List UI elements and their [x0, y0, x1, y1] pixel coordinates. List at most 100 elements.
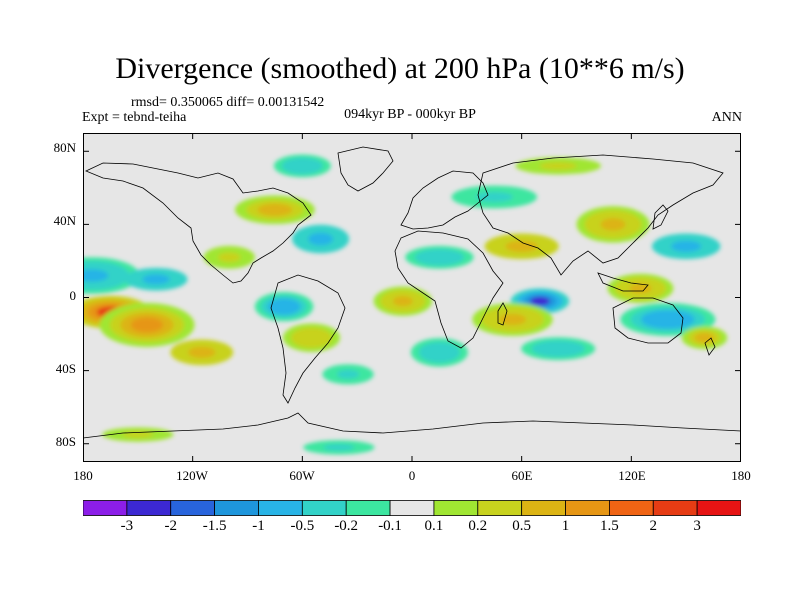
x-tick-label-60e: 60E: [511, 468, 533, 483]
colorbar-label: -1: [252, 518, 265, 534]
coast-australia: [612, 297, 684, 344]
anomaly-contour: [426, 346, 452, 359]
anomaly-contour: [498, 313, 527, 326]
experiment-label: Expt = tebnd-teiha: [82, 110, 187, 125]
period-label: 094kyr BP - 000kyr BP: [344, 107, 476, 122]
anomaly-blob: [515, 157, 601, 175]
coast-south-america: [270, 274, 346, 404]
axis-ticks: [83, 133, 741, 462]
anomaly-blob: [651, 233, 721, 260]
colorbar-swatch: [83, 500, 128, 516]
colorbar-swatch: [477, 500, 523, 516]
anomaly-blob: [282, 323, 340, 352]
anomaly-contour: [289, 160, 315, 171]
y-tick-label-eq: 0: [69, 288, 77, 303]
anomaly-contour: [142, 274, 170, 285]
x-tick-label-180w: 180: [73, 468, 93, 483]
anomaly-blob: [472, 302, 553, 336]
anomaly-contour: [651, 313, 685, 326]
colorbar-swatch: [433, 500, 479, 516]
anomaly-blob: [521, 337, 596, 361]
colorbar-label: -0.1: [378, 518, 402, 534]
colorbar-swatch: [696, 500, 741, 516]
anomaly-contour: [299, 331, 324, 344]
colorbar-label: 1.5: [600, 518, 619, 534]
anomaly-layer: [83, 154, 728, 455]
anomaly-blob: [510, 288, 570, 314]
season-label: ANN: [711, 110, 742, 125]
colorbar-label: 0.1: [424, 518, 444, 534]
x-tick-label-120e: 120E: [618, 468, 646, 483]
anomaly-blob: [607, 273, 674, 303]
anomaly-contour: [83, 269, 109, 282]
coast-north-america: [85, 162, 312, 284]
y-tick-label-80n: 80N: [53, 140, 76, 155]
colorbar-swatch: [258, 500, 303, 516]
colorbar-swatch: [521, 500, 566, 516]
anomaly-contour: [336, 369, 360, 379]
colorbar-swatch: [214, 500, 259, 516]
anomaly-blob: [124, 267, 188, 291]
anomaly-blob: [681, 326, 728, 350]
colorbar-swatch: [126, 500, 172, 516]
anomaly-contour: [424, 252, 455, 263]
colorbar-label: 3: [693, 518, 701, 534]
colorbar-label: 0.2: [468, 518, 488, 534]
x-tick-label-60w: 60W: [289, 468, 315, 483]
anomaly-blob: [373, 286, 433, 316]
anomaly-contour: [257, 203, 293, 216]
anomaly-contour: [539, 162, 577, 170]
anomaly-contour: [323, 444, 355, 451]
colorbar-swatch: [652, 500, 698, 516]
x-tick-label-0: 0: [408, 468, 416, 483]
anomaly-contour: [694, 332, 715, 343]
stats-line: rmsd= 0.350065 diff= 0.00131542: [131, 95, 325, 110]
colorbar-label: 1: [561, 518, 570, 534]
colorbar: [83, 500, 741, 516]
anomaly-blob: [451, 185, 538, 209]
anomaly-blob: [273, 154, 331, 178]
divergence-map: [83, 133, 741, 462]
coast-madagascar: [497, 302, 508, 326]
colorbar-label: -0.2: [334, 518, 359, 534]
coast-greenland: [337, 146, 394, 192]
anomaly-contour: [130, 317, 164, 333]
y-tick-label-40s: 40S: [55, 361, 76, 376]
anomaly-contour: [308, 232, 334, 246]
anomaly-contour: [392, 296, 413, 307]
coast-asia: [477, 154, 724, 276]
anomaly-contour: [600, 218, 626, 231]
colorbar-label: -2: [164, 518, 177, 534]
coastlines: [83, 146, 741, 439]
anomaly-blob: [292, 224, 350, 254]
anomaly-blob: [576, 206, 650, 243]
anomaly-blob: [484, 233, 559, 260]
coast-japan: [652, 204, 669, 230]
y-tick-label-40n: 40N: [53, 213, 76, 228]
anomaly-contour: [188, 346, 216, 358]
coast-new-zealand: [704, 337, 716, 356]
colorbar-swatch: [170, 500, 215, 516]
colorbar-swatch: [389, 500, 435, 516]
anomaly-blob: [234, 195, 315, 225]
anomaly-contour: [505, 240, 538, 252]
coast-antarctica: [83, 412, 741, 439]
anomaly-blob: [203, 245, 255, 269]
anomaly-blob: [322, 364, 374, 385]
coast-indonesia: [597, 272, 649, 292]
colorbar-swatch: [301, 500, 347, 516]
anomaly-blob: [170, 339, 234, 366]
anomaly-blob: [405, 245, 474, 269]
anomaly-contour: [274, 301, 294, 312]
anomaly-contour: [475, 192, 513, 202]
colorbar-swatch: [609, 500, 654, 516]
anomaly-blob: [99, 302, 195, 347]
anomaly-contour: [218, 252, 241, 263]
coast-africa: [394, 230, 504, 349]
colorbar-label: -0.5: [290, 518, 315, 534]
plot-title: Divergence (smoothed) at 200 hPa (10**6 …: [115, 52, 685, 85]
colorbar-label: -3: [120, 518, 134, 534]
anomaly-blob: [620, 302, 716, 336]
anomaly-contour: [530, 296, 550, 306]
colorbar-swatch: [345, 500, 391, 516]
